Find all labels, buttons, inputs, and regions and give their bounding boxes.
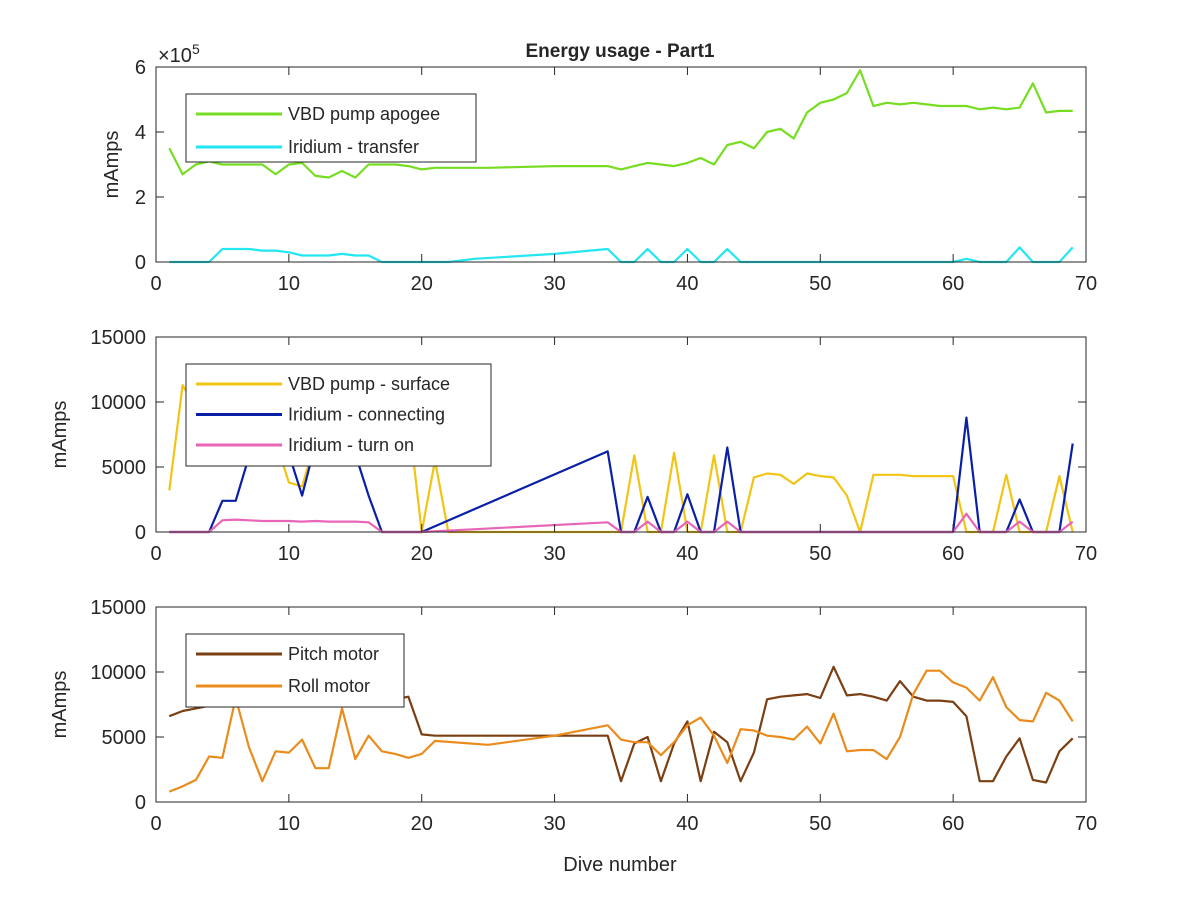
x-tick-label: 60 <box>942 543 964 565</box>
x-tick-label: 30 <box>543 813 565 835</box>
x-tick-label: 0 <box>150 273 161 295</box>
y-tick-label: 15000 <box>90 327 146 349</box>
legend-label: Iridium - transfer <box>288 137 419 157</box>
y-tick-label: 6 <box>135 57 146 79</box>
x-tick-label: 10 <box>278 543 300 565</box>
x-tick-label: 10 <box>278 813 300 835</box>
series-line-iridium-transfer <box>169 246 1074 264</box>
y-tick-label: 2 <box>135 187 146 209</box>
x-tick-label: 60 <box>942 813 964 835</box>
x-tick-label: 20 <box>411 543 433 565</box>
y-exponent-label: ×105 <box>158 41 200 67</box>
y-tick-label: 0 <box>135 792 146 814</box>
x-tick-label: 30 <box>543 273 565 295</box>
y-tick-label: 5000 <box>102 457 147 479</box>
x-axis-label: Dive number <box>563 854 677 876</box>
legend-label: Iridium - connecting <box>288 405 445 425</box>
legend-box <box>185 93 477 163</box>
y-axis-label: mAmps <box>49 671 71 739</box>
x-tick-label: 40 <box>676 273 698 295</box>
chart-panel-1: 0 10 20 30 40 50 60 70 0 2 4 6 ×105 mAmps VBD pump apo… <box>101 41 1097 295</box>
x-tick-label: 50 <box>809 543 831 565</box>
x-tick-label: 50 <box>809 813 831 835</box>
y-axis-label: mAmps <box>49 401 71 469</box>
chart-panel-3: 0 10 20 30 40 50 60 70 0 5000 10000 15000 mAmps Pitch… <box>49 597 1097 835</box>
x-tick-label: 70 <box>1075 543 1097 565</box>
series-line-roll-motor <box>168 669 1074 793</box>
legend-label: VBD pump - surface <box>288 374 450 394</box>
figure-title: Energy usage - Part1 <box>525 41 714 62</box>
y-tick-label: 15000 <box>90 597 146 619</box>
legend: VBD pump - surface Iridium - connecting Ir… <box>185 363 492 467</box>
axes-box <box>155 66 1087 263</box>
x-tick-label: 40 <box>676 813 698 835</box>
y-tick-label: 5000 <box>102 727 147 749</box>
axes-box <box>155 336 1087 533</box>
x-tick-label: 70 <box>1075 813 1097 835</box>
x-tick-label: 20 <box>411 813 433 835</box>
x-tick-label: 40 <box>676 543 698 565</box>
legend-label: VBD pump apogee <box>288 104 440 124</box>
x-tick-label: 0 <box>150 813 161 835</box>
y-tick-label: 0 <box>135 252 146 274</box>
chart-panels: 0 10 20 30 40 50 60 70 0 2 4 6 ×105 mAmps VBD pump apo… <box>49 41 1097 835</box>
y-tick-label: 10000 <box>90 392 146 414</box>
axes-box <box>155 606 1087 803</box>
y-axis-label: mAmps <box>101 131 123 199</box>
legend: VBD pump apogee Iridium - transfer <box>185 93 477 163</box>
x-tick-label: 10 <box>278 273 300 295</box>
x-tick-label: 70 <box>1075 273 1097 295</box>
y-tick-label: 0 <box>135 522 146 544</box>
legend-box <box>185 633 405 708</box>
y-tick-label: 10000 <box>90 662 146 684</box>
legend-label: Pitch motor <box>288 644 379 664</box>
x-tick-label: 20 <box>411 273 433 295</box>
legend-label: Iridium - turn on <box>288 435 414 455</box>
x-tick-label: 50 <box>809 273 831 295</box>
series-line-vbd-pump-apogee <box>168 69 1073 179</box>
legend: Pitch motor Roll motor <box>185 633 405 708</box>
x-tick-label: 60 <box>942 273 964 295</box>
legend-label: Roll motor <box>288 676 370 696</box>
y-tick-label: 4 <box>135 122 146 144</box>
chart-panel-2: 0 10 20 30 40 50 60 70 0 5000 10000 15000 mAmps VBD p… <box>49 327 1097 565</box>
x-tick-label: 0 <box>150 543 161 565</box>
x-tick-label: 30 <box>543 543 565 565</box>
